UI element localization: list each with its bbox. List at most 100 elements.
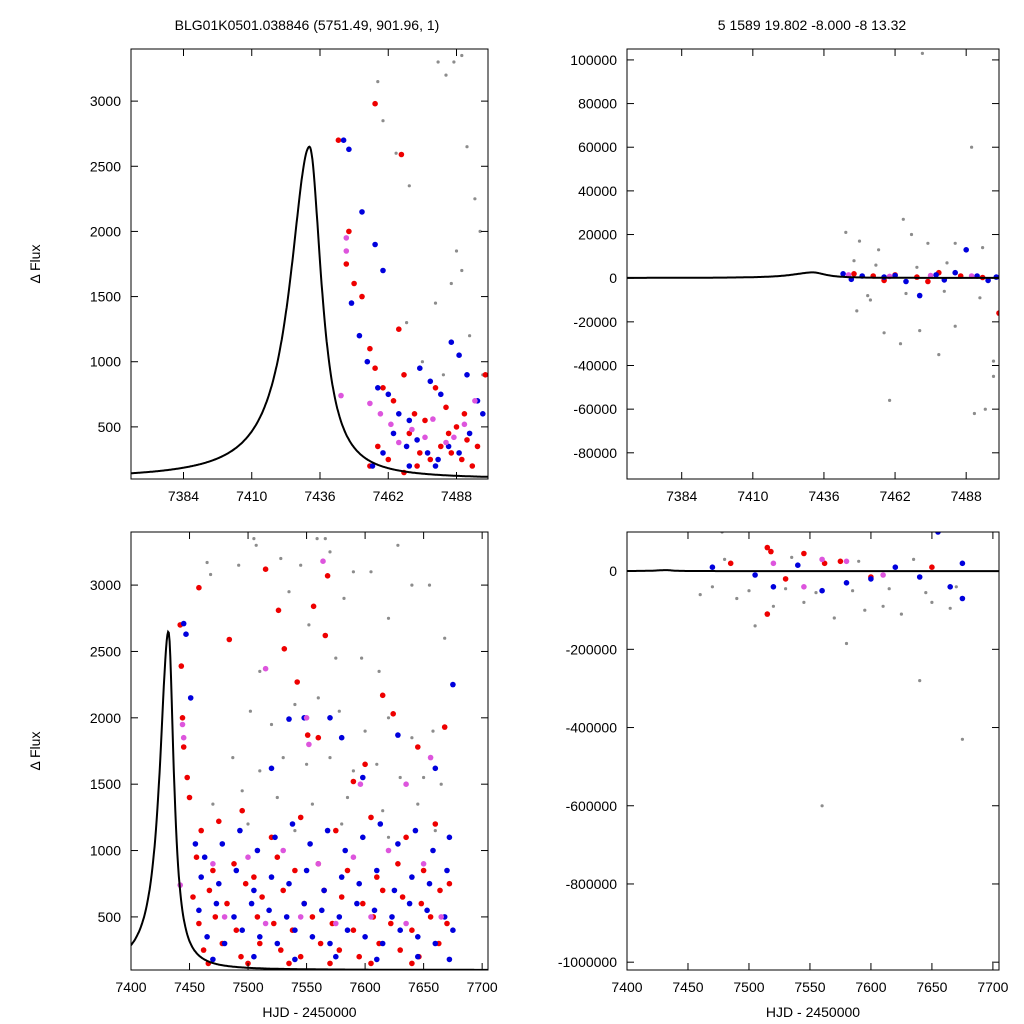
data-point-blue xyxy=(377,821,384,827)
data-point-red xyxy=(409,960,415,967)
data-point-red xyxy=(453,424,460,430)
data-point-red xyxy=(398,151,405,158)
data-point-blue xyxy=(198,874,204,880)
data-point-red xyxy=(444,920,450,927)
y-tick-label: 80000 xyxy=(578,96,617,112)
data-point-blue xyxy=(892,564,899,570)
data-point-grey xyxy=(337,709,341,713)
data-point-grey xyxy=(281,756,285,760)
y-tick-label: 1500 xyxy=(90,776,121,792)
data-point-red xyxy=(350,927,357,933)
data-point-grey xyxy=(802,600,806,605)
data-point-red xyxy=(292,867,298,874)
data-point-red xyxy=(297,814,304,821)
data-point-blue xyxy=(301,900,308,907)
data-point-grey xyxy=(954,585,958,589)
data-point-red xyxy=(415,744,421,750)
data-point-magenta xyxy=(320,558,326,564)
data-point-red xyxy=(184,774,190,781)
data-point-grey xyxy=(307,623,311,627)
y-tick-label: 100000 xyxy=(570,52,617,68)
data-point-magenta xyxy=(357,781,364,787)
data-point-grey xyxy=(376,80,380,84)
data-point-grey xyxy=(315,537,319,541)
data-point-blue xyxy=(417,365,423,372)
data-point-red xyxy=(327,960,333,967)
data-point-grey xyxy=(427,583,432,587)
data-point-blue xyxy=(346,146,352,153)
data-point-magenta xyxy=(367,400,373,407)
data-point-red xyxy=(315,734,322,741)
data-point-magenta xyxy=(368,914,374,920)
data-point-magenta xyxy=(427,754,434,761)
data-point-blue xyxy=(292,927,298,933)
data-point-blue xyxy=(360,834,366,841)
model-curve xyxy=(131,145,488,478)
data-point-blue xyxy=(210,956,216,963)
data-point-blue xyxy=(435,456,441,463)
data-point-blue xyxy=(239,927,245,933)
data-point-blue xyxy=(819,587,825,594)
data-point-magenta xyxy=(472,398,478,404)
y-tick-label: 0 xyxy=(609,563,617,579)
data-point-red xyxy=(190,894,196,900)
data-point-grey xyxy=(844,641,849,646)
data-point-grey xyxy=(844,230,848,234)
data-point-red xyxy=(414,463,420,469)
y-tick-label: 2000 xyxy=(90,223,121,239)
data-point-grey xyxy=(334,656,338,660)
data-point-blue xyxy=(201,854,208,860)
x-tick-label: 7600 xyxy=(350,979,381,995)
data-point-grey xyxy=(386,716,391,720)
y-tick-label: 2000 xyxy=(90,710,121,726)
data-point-grey xyxy=(363,729,367,733)
data-point-magenta xyxy=(303,715,310,721)
data-point-blue xyxy=(340,137,347,143)
x-tick-label: 7462 xyxy=(879,488,910,504)
data-point-blue xyxy=(369,463,376,469)
data-point-red xyxy=(448,450,455,456)
x-tick-label: 7650 xyxy=(408,979,439,995)
data-point-red xyxy=(925,278,931,285)
x-tick-label: 7450 xyxy=(174,979,205,995)
data-point-red xyxy=(851,271,857,277)
data-point-red xyxy=(322,632,329,639)
data-point-blue xyxy=(406,463,413,469)
data-point-grey xyxy=(377,669,381,674)
data-point-red xyxy=(216,818,222,825)
data-point-red xyxy=(333,827,339,834)
data-point-red xyxy=(388,920,394,927)
data-point-blue xyxy=(770,584,777,590)
data-point-grey xyxy=(394,151,398,155)
data-point-magenta xyxy=(430,416,436,422)
y-tick-label: 1000 xyxy=(90,843,121,859)
y-tick-label: 60000 xyxy=(578,139,617,155)
data-point-grey xyxy=(410,583,414,587)
data-point-blue xyxy=(354,900,360,907)
x-tick-label: 7488 xyxy=(951,488,982,504)
data-point-blue xyxy=(204,934,210,940)
data-point-magenta xyxy=(403,781,409,787)
data-point-red xyxy=(275,607,282,614)
data-point-grey xyxy=(433,829,437,833)
data-point-magenta xyxy=(315,861,322,867)
data-point-grey xyxy=(920,51,925,56)
data-point-red xyxy=(427,456,434,463)
data-point-grey xyxy=(753,624,757,628)
x-tick-label: 7410 xyxy=(737,488,768,504)
data-point-blue xyxy=(396,411,402,417)
data-point-grey xyxy=(375,762,379,766)
data-point-grey xyxy=(398,775,402,780)
data-point-magenta xyxy=(880,572,886,578)
data-point-red xyxy=(409,927,415,933)
data-point-blue xyxy=(359,209,365,215)
data-point-red xyxy=(379,692,386,699)
data-point-blue xyxy=(415,934,421,940)
data-point-red xyxy=(360,900,366,907)
data-point-blue xyxy=(251,953,257,960)
y-tick-label: -80000 xyxy=(573,445,617,461)
data-point-red xyxy=(437,887,443,894)
data-point-blue xyxy=(424,450,431,456)
data-point-red xyxy=(411,411,418,417)
